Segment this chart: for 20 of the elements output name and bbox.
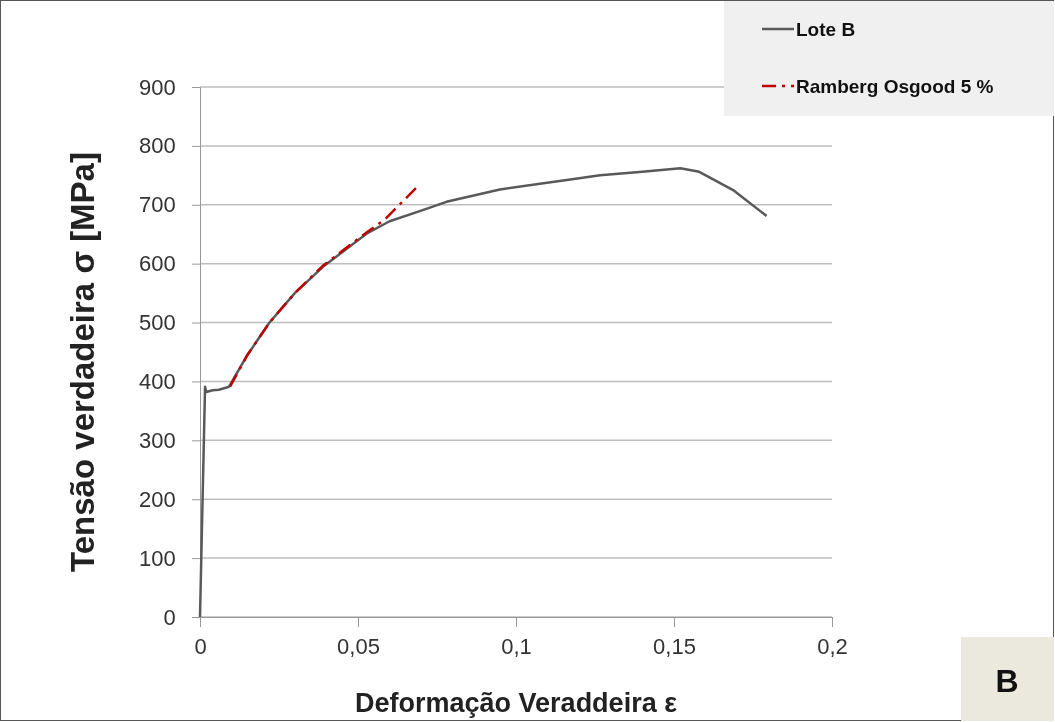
y-tick-label: 400 bbox=[139, 368, 176, 394]
y-tick-label: 300 bbox=[139, 427, 176, 453]
x-tick-label: 0,15 bbox=[653, 634, 696, 660]
legend-label: Ramberg Osgood 5 % bbox=[796, 76, 994, 97]
y-tick-label: 700 bbox=[139, 192, 176, 218]
x-tick-label: 0 bbox=[194, 634, 207, 660]
y-tick-label: 800 bbox=[139, 133, 176, 159]
y-tick-label: 200 bbox=[139, 486, 176, 512]
x-tick-label: 0,1 bbox=[501, 634, 532, 660]
y-tick-label: 0 bbox=[163, 604, 176, 630]
y-tick-label: 900 bbox=[139, 74, 176, 100]
y-tick-label: 500 bbox=[139, 310, 176, 336]
x-axis-title: Deformação Veraddeira ε bbox=[355, 688, 678, 718]
legend-label: Lote B bbox=[796, 19, 856, 40]
text: B bbox=[995, 663, 1019, 699]
x-tick-label: 0,2 bbox=[817, 634, 848, 660]
y-tick-label: 100 bbox=[139, 545, 176, 571]
y-tick-label: 600 bbox=[139, 251, 176, 277]
y-axis-title: Tensão verdadeira σ [MPa] bbox=[64, 152, 101, 572]
x-tick-label: 0,05 bbox=[337, 634, 380, 660]
